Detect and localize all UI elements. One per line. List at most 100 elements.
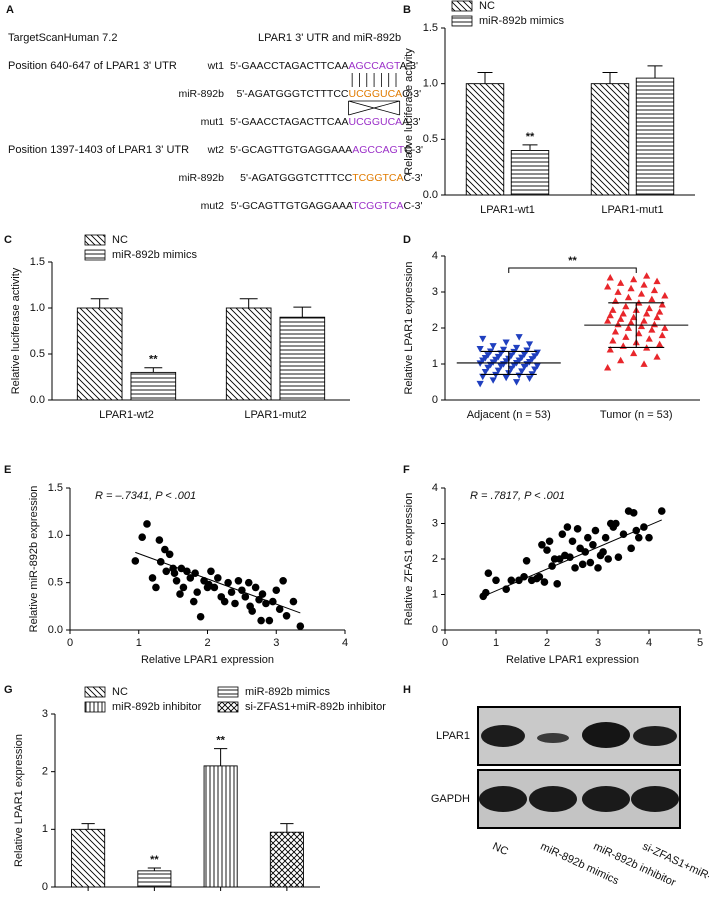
significance-label: **	[526, 131, 535, 143]
x-tick-label: 3	[595, 637, 601, 649]
point	[630, 313, 638, 321]
point	[515, 334, 523, 341]
point	[489, 343, 497, 350]
legend-swatch	[84, 234, 106, 246]
y-tick-label: 2	[42, 766, 48, 778]
panel-title: TargetScanHuman 7.2	[8, 32, 117, 44]
y-tick-label: 1	[432, 588, 438, 600]
band-label: LPAR1	[436, 730, 470, 742]
panel-label: D	[403, 234, 411, 246]
error-bar	[477, 72, 493, 84]
position-label: Position 1397-1403 of LPAR1 3' UTR	[8, 144, 189, 156]
point	[566, 553, 574, 562]
point	[643, 272, 651, 279]
point	[522, 556, 531, 565]
point	[606, 311, 614, 319]
point	[545, 537, 554, 546]
point	[624, 293, 633, 301]
point	[650, 286, 659, 294]
point	[627, 544, 635, 553]
y-tick-label: 3	[432, 517, 438, 529]
error-bar	[602, 72, 618, 84]
sequence: 5'-GCAGTTGTGAGGAAAAGCCAGTC-3'	[230, 144, 423, 156]
point	[606, 274, 614, 281]
significance-label: **	[216, 735, 225, 747]
legend-swatch	[217, 701, 239, 713]
point	[196, 612, 205, 621]
x-tick-label: Adjacent (n = 53)	[467, 409, 551, 421]
point	[533, 362, 541, 370]
point	[234, 576, 243, 585]
point	[568, 537, 577, 546]
sequence-start: 5'-AGATGGGTCTTTCC	[240, 172, 352, 184]
point	[622, 333, 630, 340]
legend-swatch	[217, 686, 239, 698]
x-axis-label: Relative LPAR1 expression	[141, 654, 274, 666]
annotation: R = .7817, P < .001	[470, 490, 565, 502]
sequence-start: 5'-GAACCTAGACTTCAA	[230, 116, 349, 128]
panel-label: F	[403, 464, 410, 476]
error-bar	[90, 298, 109, 308]
sequence-site: TCGGTCA	[352, 172, 403, 184]
point	[614, 553, 623, 562]
point	[512, 344, 521, 352]
panel-label: H	[403, 684, 411, 696]
bar	[465, 83, 505, 196]
point	[611, 328, 620, 335]
point	[241, 593, 250, 601]
point	[476, 346, 484, 353]
x-tick-label: 2	[544, 637, 550, 649]
row-label: miR-892b	[178, 88, 224, 100]
point	[627, 319, 635, 326]
y-axis-label: Relative LPAR1 expression	[13, 734, 25, 867]
significance-label: **	[568, 255, 577, 267]
bar	[130, 371, 177, 401]
sequence-end: A-3'	[400, 60, 418, 72]
point	[656, 340, 664, 348]
error-bar	[293, 306, 312, 318]
y-tick-label: 0	[42, 881, 48, 893]
legend-swatch	[84, 249, 106, 261]
sequence-start: 5'-GCAGTTGTGAGGAAA	[230, 144, 352, 156]
row-label: wt2	[207, 144, 225, 156]
point	[540, 578, 549, 586]
point	[584, 533, 592, 542]
point	[650, 320, 659, 328]
sequence-site: AGCCAGT	[352, 144, 405, 156]
legend-label: miR-892b mimics	[245, 686, 330, 698]
band-label: GAPDH	[431, 793, 470, 805]
point	[193, 588, 201, 596]
sequence-end: C-3'	[402, 88, 421, 100]
point	[589, 541, 597, 549]
x-tick-label: LPAR1-wt1	[480, 204, 535, 216]
point	[645, 533, 653, 542]
y-tick-label: 1	[432, 358, 438, 370]
sequence-site: TCGGTCA	[352, 200, 403, 212]
point	[265, 616, 274, 625]
point	[594, 564, 602, 572]
mismatch-mark	[348, 100, 401, 116]
point	[629, 509, 638, 517]
fit-line	[483, 519, 662, 597]
point	[630, 275, 638, 283]
row-label: miR-892b	[178, 172, 224, 184]
sequence-start: 5'-GAACCTAGACTTCAA	[230, 60, 349, 72]
y-axis-label: Relative LPAR1 expression	[403, 261, 415, 394]
point	[172, 576, 181, 585]
legend-label: miR-892b inhibitor	[112, 701, 202, 713]
legend-label: si-ZFAS1+miR-892b inhibitor	[245, 701, 386, 713]
x-tick-label: 0	[442, 637, 448, 649]
point	[484, 569, 493, 577]
point	[131, 557, 140, 565]
point	[645, 304, 653, 312]
point	[630, 349, 638, 357]
point	[248, 607, 256, 615]
point	[231, 599, 239, 608]
bar	[71, 828, 106, 888]
point	[257, 616, 265, 625]
y-tick-label: 1.5	[423, 22, 438, 34]
sequence: 5'-GCAGTTGTGAGGAAATCGGTCAC-3'	[231, 200, 423, 212]
sequence-site: AGCCAGT	[349, 60, 402, 72]
sequence-end: C-3'	[404, 172, 423, 184]
